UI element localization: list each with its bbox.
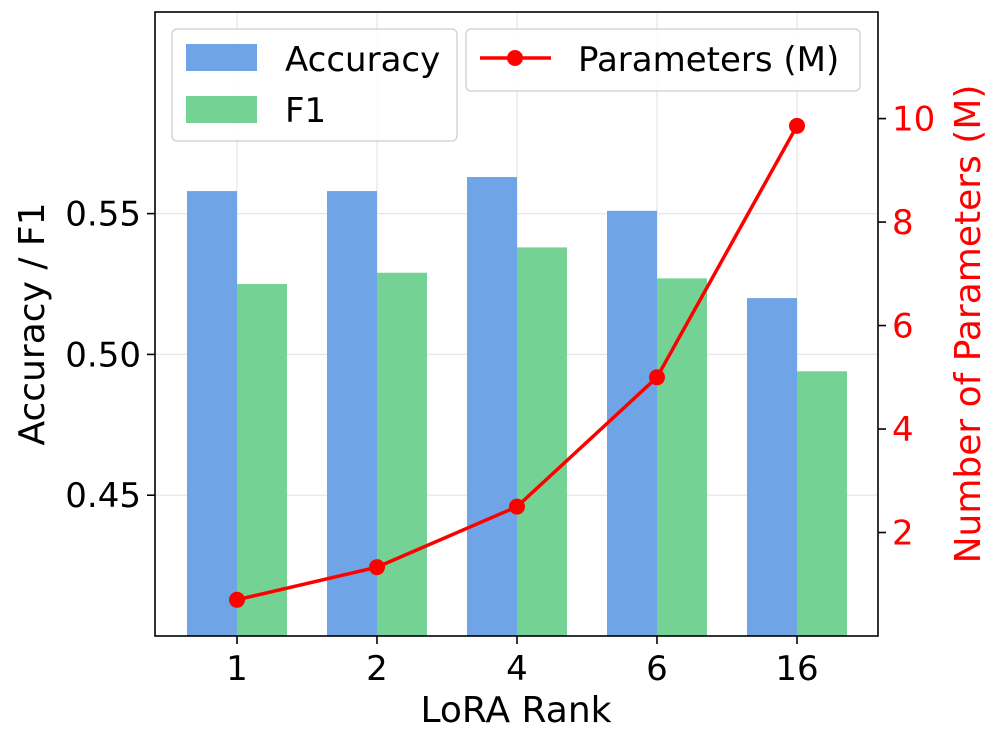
legend-label-f1: F1 xyxy=(285,91,326,131)
line-legend: Parameters (M) xyxy=(465,28,861,92)
left-axis-ticks: 0.45 0.50 0.55 xyxy=(65,195,155,516)
legend-label-accuracy: Accuracy xyxy=(285,40,440,80)
legend-swatch-f1 xyxy=(186,96,257,123)
bar-f1-2 xyxy=(377,272,427,636)
right-tick-label-4: 10 xyxy=(892,100,935,140)
x-tick-label-3: 6 xyxy=(646,649,668,689)
x-tick-label-1: 2 xyxy=(366,649,388,689)
parameters-point-1 xyxy=(229,591,245,608)
x-tick-label-0: 1 xyxy=(226,649,248,689)
x-axis-ticks: 1 2 4 6 16 xyxy=(226,636,819,689)
bar-accuracy-4 xyxy=(467,177,517,636)
right-axis-ticks: 2 4 6 8 10 xyxy=(878,100,935,554)
bar-accuracy-6 xyxy=(607,210,657,636)
right-tick-label-0: 2 xyxy=(892,514,914,554)
parameters-line xyxy=(229,117,805,608)
bar-f1-1 xyxy=(237,284,287,636)
y-axis-label-left: Accuracy / F1 xyxy=(12,203,53,446)
left-tick-label-2: 0.55 xyxy=(65,195,141,235)
line-legend-box xyxy=(465,28,861,92)
y-axis-label-right: Number of Parameters (M) xyxy=(948,85,989,564)
legend-marker-parameters xyxy=(507,50,523,66)
bar-f1-6 xyxy=(657,278,707,636)
left-tick-label-1: 0.50 xyxy=(65,335,141,375)
right-tick-label-3: 8 xyxy=(892,203,914,243)
parameters-point-16 xyxy=(789,117,805,134)
parameters-point-6 xyxy=(649,369,665,386)
right-tick-label-2: 6 xyxy=(892,307,914,347)
parameters-point-2 xyxy=(369,559,385,576)
parameters-point-4 xyxy=(509,498,525,515)
x-tick-label-2: 4 xyxy=(506,649,528,689)
bar-legend: Accuracy F1 xyxy=(171,28,458,142)
x-axis-label: LoRA Rank xyxy=(420,690,611,731)
x-tick-label-4: 16 xyxy=(775,649,818,689)
right-tick-label-1: 4 xyxy=(892,410,914,450)
legend-label-parameters: Parameters (M) xyxy=(578,40,839,80)
legend-swatch-accuracy xyxy=(186,44,257,71)
bar-f1-16 xyxy=(797,371,847,636)
left-tick-label-0: 0.45 xyxy=(65,476,141,516)
bar-f1-4 xyxy=(517,247,567,636)
bar-accuracy-16 xyxy=(747,298,797,636)
bars xyxy=(187,177,847,636)
bar-accuracy-2 xyxy=(327,191,377,636)
bar-accuracy-1 xyxy=(187,191,237,636)
